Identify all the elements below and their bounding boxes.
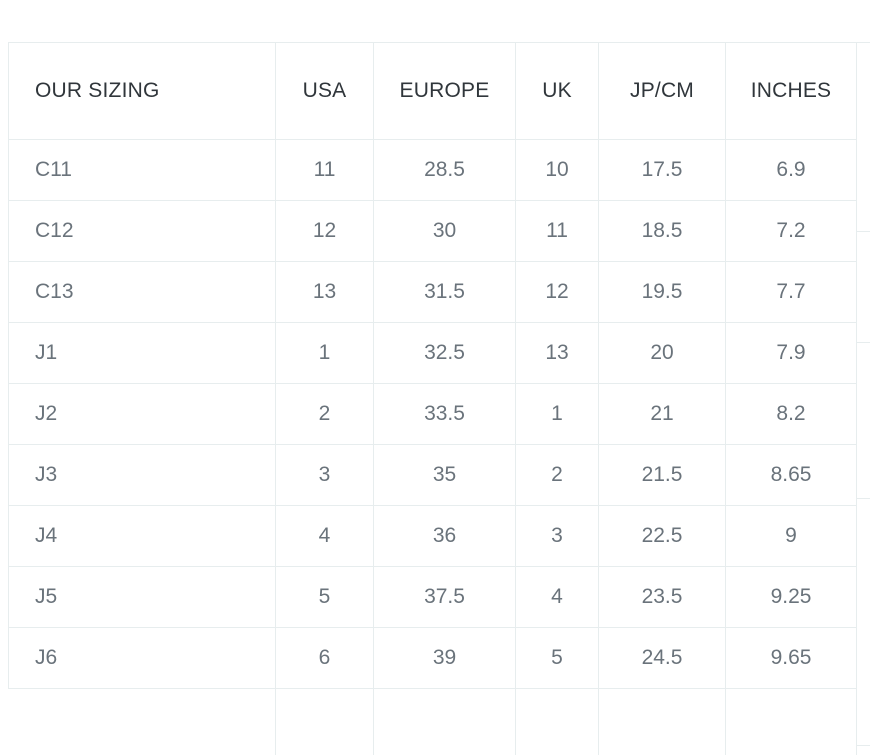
size-value-cell: 36 [373,505,516,567]
size-value-cell: 2 [515,444,599,506]
size-value-cell: 5 [275,566,374,628]
size-value-cell: 7.2 [725,200,857,262]
column-header: INCHES [725,42,857,140]
size-value-cell: 21.5 [598,444,726,506]
table-row: J6 6 39 5 24.5 9.65 [8,627,857,689]
column-header: EUROPE [373,42,516,140]
size-label-cell: C12 [8,200,276,262]
size-value-cell: 20 [598,322,726,384]
adjacent-row-divider [857,498,870,499]
table-row: J3 3 35 2 21.5 8.65 [8,444,857,506]
size-value-cell: 30 [373,200,516,262]
table-row: J4 4 36 3 22.5 9 [8,505,857,567]
size-chart-table: OUR SIZING USA EUROPE UK JP/CM INCHES C11 11 28… [8,42,857,755]
size-value-cell: 19.5 [598,261,726,323]
size-value-cell: 24.5 [598,627,726,689]
size-value-cell: 5 [515,627,599,689]
size-label-cell: C13 [8,261,276,323]
size-value-cell: 35 [373,444,516,506]
size-value-cell: 1 [515,383,599,445]
table-row: C12 12 30 11 18.5 7.2 [8,200,857,262]
size-value-cell: 11 [515,200,599,262]
adjacent-row-divider [857,745,870,746]
column-header: UK [515,42,599,140]
size-value-cell: 31.5 [373,261,516,323]
size-value-cell: 10 [515,139,599,201]
size-value-cell: 28.5 [373,139,516,201]
size-value-cell: 4 [515,566,599,628]
table-row: C11 11 28.5 10 17.5 6.9 [8,139,857,201]
size-label-cell: J4 [8,505,276,567]
column-header: USA [275,42,374,140]
empty-cell [725,688,857,755]
header-row: OUR SIZING USA EUROPE UK JP/CM INCHES [8,42,857,140]
size-value-cell: 9 [725,505,857,567]
table-row: J1 1 32.5 13 20 7.9 [8,322,857,384]
size-value-cell: 6.9 [725,139,857,201]
size-label-cell: J1 [8,322,276,384]
adjacent-row-divider [857,231,870,232]
size-value-cell: 6 [275,627,374,689]
table-row: J2 2 33.5 1 21 8.2 [8,383,857,445]
size-value-cell: 13 [275,261,374,323]
size-value-cell: 18.5 [598,200,726,262]
empty-cell [598,688,726,755]
size-value-cell: 3 [515,505,599,567]
size-value-cell: 33.5 [373,383,516,445]
size-value-cell: 12 [515,261,599,323]
column-header: JP/CM [598,42,726,140]
size-value-cell: 32.5 [373,322,516,384]
size-value-cell: 9.65 [725,627,857,689]
size-value-cell: 8.2 [725,383,857,445]
adjacent-table-edge [857,42,870,755]
size-value-cell: 17.5 [598,139,726,201]
size-value-cell: 39 [373,627,516,689]
size-label-cell: J5 [8,566,276,628]
partial-row [8,688,857,755]
size-value-cell: 7.9 [725,322,857,384]
size-value-cell: 2 [275,383,374,445]
size-value-cell: 8.65 [725,444,857,506]
empty-cell [373,688,516,755]
empty-cell [515,688,599,755]
size-value-cell: 37.5 [373,566,516,628]
empty-cell [275,688,374,755]
size-value-cell: 3 [275,444,374,506]
table-row: C13 13 31.5 12 19.5 7.7 [8,261,857,323]
empty-cell [8,688,276,755]
size-value-cell: 1 [275,322,374,384]
column-header: OUR SIZING [8,42,276,140]
table-row: J5 5 37.5 4 23.5 9.25 [8,566,857,628]
size-value-cell: 11 [275,139,374,201]
size-label-cell: J3 [8,444,276,506]
size-value-cell: 21 [598,383,726,445]
table-body: C11 11 28.5 10 17.5 6.9 C12 12 30 11 18.5 7.2 C13 13 3… [8,139,857,755]
size-value-cell: 4 [275,505,374,567]
size-value-cell: 22.5 [598,505,726,567]
size-value-cell: 12 [275,200,374,262]
adjacent-row-divider [857,342,870,343]
size-label-cell: C11 [8,139,276,201]
size-value-cell: 7.7 [725,261,857,323]
size-label-cell: J6 [8,627,276,689]
size-label-cell: J2 [8,383,276,445]
size-value-cell: 23.5 [598,566,726,628]
size-value-cell: 9.25 [725,566,857,628]
size-value-cell: 13 [515,322,599,384]
